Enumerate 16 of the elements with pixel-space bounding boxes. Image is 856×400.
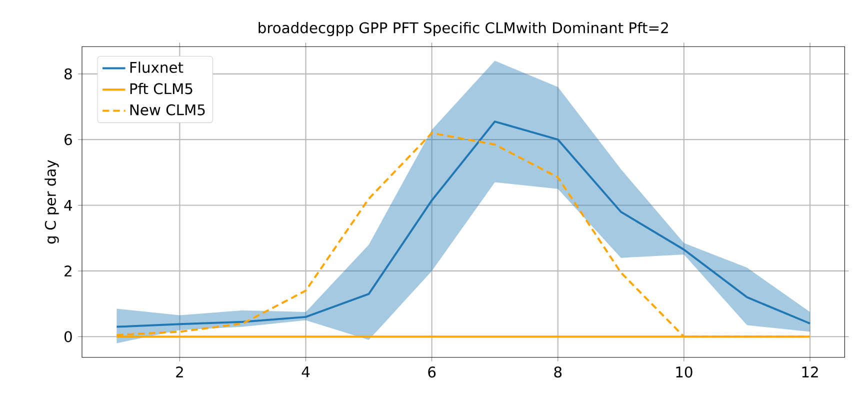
x-tick-label: 8 <box>554 366 562 378</box>
legend-label: New CLM5 <box>130 104 205 116</box>
y-tick-label: 8 <box>64 68 72 80</box>
x-tick-label: 10 <box>676 366 692 378</box>
y-tick-label: 6 <box>64 134 72 146</box>
x-tick-label: 6 <box>428 366 436 378</box>
y-tick-label: 0 <box>64 331 72 342</box>
y-tick-label: 4 <box>64 200 72 211</box>
y-tick-label: 2 <box>64 266 72 276</box>
x-tick-label: 12 <box>802 366 818 378</box>
legend-label: Fluxnet <box>130 62 184 73</box>
x-tick-label: 4 <box>302 366 310 378</box>
x-tick-label: 2 <box>176 366 183 378</box>
chart-title: broaddecgpp GPP PFT Specific CLMwith Dominant Pft=2 <box>258 22 668 36</box>
y-axis-title: g C per day <box>44 160 59 244</box>
legend-label: Pft CLM5 <box>130 82 192 94</box>
